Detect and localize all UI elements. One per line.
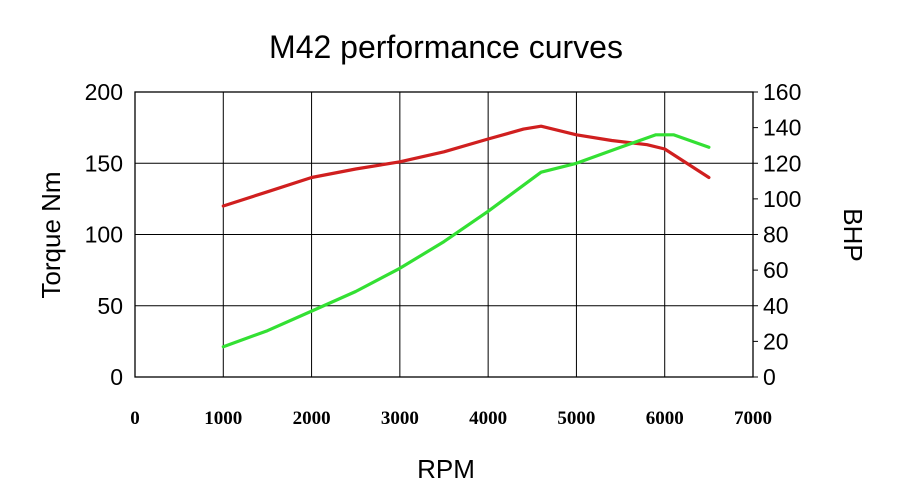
x-tick-label: 3000 bbox=[381, 408, 419, 429]
y2-tick-label: 120 bbox=[763, 150, 801, 176]
x-tick-label: 5000 bbox=[557, 408, 595, 429]
y-tick-label: 100 bbox=[85, 222, 123, 248]
torque-series-line bbox=[221, 124, 711, 208]
series-lines bbox=[221, 124, 711, 349]
y2-tick-label: 80 bbox=[763, 222, 789, 248]
y2-axis-label: BHP bbox=[838, 208, 868, 261]
y2-tick-label: 100 bbox=[763, 186, 801, 212]
y2-tick-label: 160 bbox=[763, 79, 801, 105]
x-axis-label: RPM bbox=[417, 454, 475, 484]
y2-tick-label: 60 bbox=[763, 257, 789, 283]
x-tick-label: 2000 bbox=[293, 408, 331, 429]
y2-tick-label: 140 bbox=[763, 115, 801, 141]
x-tick-label: 4000 bbox=[469, 408, 507, 429]
x-tick-label: 7000 bbox=[734, 408, 772, 429]
x-tick-label: 0 bbox=[130, 408, 140, 429]
y2-tick-label: 0 bbox=[763, 364, 776, 390]
y-tick-label: 200 bbox=[85, 79, 123, 105]
y-tick-label: 0 bbox=[110, 364, 123, 390]
y-axis-label: Torque Nm bbox=[36, 171, 66, 298]
bhp-series-line bbox=[221, 133, 711, 349]
y-tick-label: 150 bbox=[85, 150, 123, 176]
x-tick-label: 1000 bbox=[204, 408, 242, 429]
y2-tick-label: 20 bbox=[763, 328, 789, 354]
y2-tick-label: 40 bbox=[763, 293, 789, 319]
plot-frame bbox=[134, 91, 754, 378]
x-tick-label: 6000 bbox=[646, 408, 684, 429]
y-tick-label: 50 bbox=[97, 293, 123, 319]
chart-title: M42 performance curves bbox=[269, 29, 623, 65]
